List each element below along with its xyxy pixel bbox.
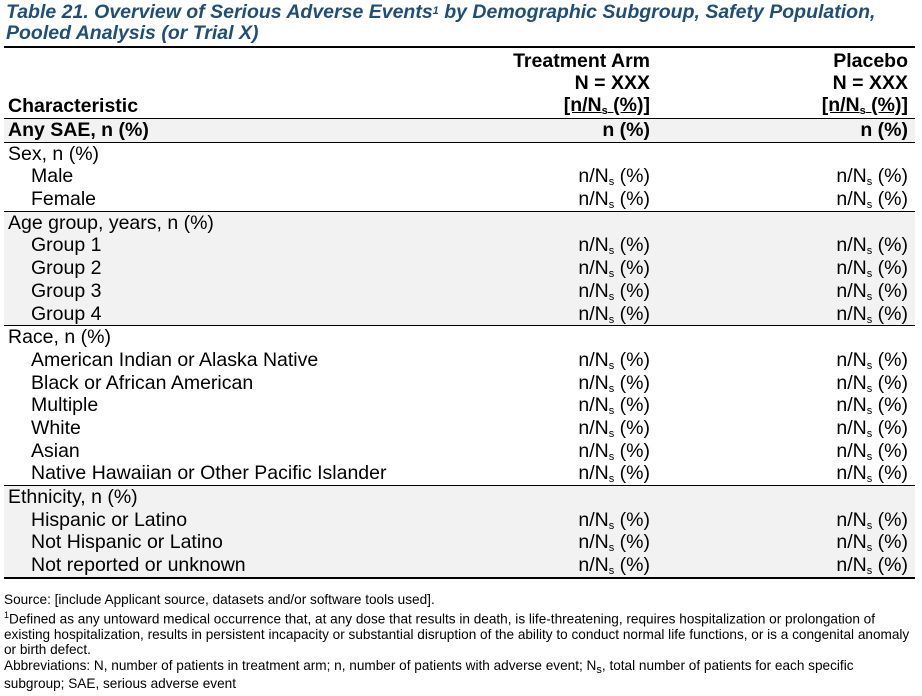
table-row: Multiple n/Ns (%) n/Ns (%)	[4, 394, 915, 417]
treatment-value: n/Ns (%)	[578, 416, 650, 440]
footnotes: Source: [include Applicant source, datas…	[4, 592, 916, 691]
group-header-row: Ethnicity, n (%)	[4, 486, 915, 509]
treatment-value: n/Ns (%)	[578, 508, 650, 532]
group-header-row: Race, n (%)	[4, 326, 915, 349]
sae-table: Characteristic Treatment Arm N = XXX [n/…	[4, 46, 915, 579]
table-row: Female n/Ns (%) n/Ns (%)	[4, 188, 915, 211]
table-row: White n/Ns (%) n/Ns (%)	[4, 417, 915, 440]
row-label: Male	[31, 165, 74, 188]
placebo-value: n/Ns (%)	[836, 394, 908, 418]
placebo-value: n/Ns (%)	[836, 234, 908, 258]
definition-note: 1Defined as any untoward medical occurre…	[4, 609, 910, 658]
row-label: White	[31, 416, 81, 439]
placebo-value: n/Ns (%)	[836, 279, 908, 303]
treatment-value: n/Ns (%)	[578, 302, 650, 326]
group-header-row: Age group, years, n (%)	[4, 211, 915, 235]
table-row: Group 2 n/Ns (%) n/Ns (%)	[4, 257, 915, 280]
treatment-value: n/Ns (%)	[578, 462, 650, 486]
characteristic-header: Characteristic	[8, 95, 139, 117]
group-label: Age group, years, n (%)	[8, 211, 214, 234]
row-label: Female	[31, 188, 97, 211]
row-label: Hispanic or Latino	[31, 508, 188, 531]
row-label: Group 1	[31, 234, 102, 257]
placebo-header: Placebo N = XXX [n/Ns (%)]	[821, 50, 908, 117]
table-header: Characteristic Treatment Arm N = XXX [n/…	[4, 48, 915, 118]
placebo-value: n/Ns (%)	[836, 508, 908, 532]
table-row: Group 1 n/Ns (%) n/Ns (%)	[4, 234, 915, 257]
abbreviations-note: Abbreviations: N, number of patients in …	[4, 657, 854, 691]
table-row: Native Hawaiian or Other Pacific Islande…	[4, 462, 915, 485]
row-label: Not reported or unknown	[31, 554, 246, 577]
treatment-value: n/Ns (%)	[578, 439, 650, 463]
table-row: Black or African American n/Ns (%) n/Ns (%…	[4, 372, 915, 395]
row-label: Asian	[31, 439, 80, 462]
treatment-value: n/Ns (%)	[578, 348, 650, 372]
table-bottom-rule	[4, 576, 915, 579]
row-rule	[4, 141, 915, 143]
row-label: American Indian or Alaska Native	[31, 348, 319, 371]
treatment-value: n/Ns (%)	[578, 188, 650, 212]
row-label: Group 4	[31, 302, 102, 325]
row-label: Native Hawaiian or Other Pacific Islande…	[31, 462, 387, 485]
treatment-value: n/Ns (%)	[578, 257, 650, 281]
source-note: Source: [include Applicant source, datas…	[4, 592, 435, 607]
row-label: Group 2	[31, 257, 102, 280]
treatment-value: n/Ns (%)	[578, 165, 650, 189]
placebo-value: n/Ns (%)	[836, 371, 908, 395]
placebo-value: n/Ns (%)	[836, 416, 908, 440]
placebo-value: n/Ns (%)	[836, 302, 908, 326]
row-rule	[4, 485, 915, 486]
placebo-value: n/Ns (%)	[836, 462, 908, 486]
row-label: Black or African American	[31, 371, 254, 394]
placebo-value: n/Ns (%)	[836, 348, 908, 372]
table-row: Male n/Ns (%) n/Ns (%)	[4, 165, 915, 188]
placebo-value: n/Ns (%)	[836, 165, 908, 189]
table-top-rule	[4, 46, 915, 48]
table-row: Not Hispanic or Latino n/Ns (%) n/Ns (%)	[4, 531, 915, 554]
group-label: Race, n (%)	[8, 326, 111, 349]
group-label: Ethnicity, n (%)	[8, 486, 138, 508]
treatment-arm-header: Treatment Arm N = XXX [n/Ns (%)]	[513, 50, 650, 117]
table-row: Asian n/Ns (%) n/Ns (%)	[4, 440, 915, 463]
placebo-value: n/Ns (%)	[836, 554, 908, 578]
treatment-value: n/Ns (%)	[578, 371, 650, 395]
row-label: Multiple	[31, 394, 99, 417]
treatment-value: n/Ns (%)	[578, 554, 650, 578]
row-label: Not Hispanic or Latino	[31, 531, 223, 554]
table-row: Group 4 n/Ns (%) n/Ns (%)	[4, 302, 915, 326]
table-row: Hispanic or Latino n/Ns (%) n/Ns (%)	[4, 508, 915, 532]
treatment-value: n/Ns (%)	[578, 234, 650, 258]
table-row: Group 3 n/Ns (%) n/Ns (%)	[4, 279, 915, 303]
placebo-value: n/Ns (%)	[836, 439, 908, 463]
subgroup-body: Sex, n (%) Male n/Ns (%) n/Ns (%) Female n/Ns…	[4, 143, 915, 577]
group-header-row: Sex, n (%)	[4, 143, 915, 166]
table-row: Not reported or unknown n/Ns (%) n/Ns (%)	[4, 554, 915, 577]
placebo-value: n/Ns (%)	[836, 188, 908, 212]
row-rule	[4, 325, 915, 327]
treatment-value: n/Ns (%)	[578, 531, 650, 555]
header-rule	[4, 118, 915, 119]
placebo-value: n/Ns (%)	[836, 531, 908, 555]
table-row: American Indian or Alaska Native n/Ns (%)…	[4, 349, 915, 372]
treatment-value: n/Ns (%)	[578, 394, 650, 418]
table-title: Table 21. Overview of Serious Adverse Ev…	[6, 1, 876, 44]
placebo-value: n/Ns (%)	[836, 257, 908, 281]
row-label: Group 3	[31, 279, 102, 302]
group-label: Sex, n (%)	[8, 142, 100, 165]
any-sae-row: Any SAE, n (%) n (%) n (%)	[4, 119, 915, 142]
row-rule	[4, 210, 915, 212]
treatment-value: n/Ns (%)	[578, 279, 650, 303]
